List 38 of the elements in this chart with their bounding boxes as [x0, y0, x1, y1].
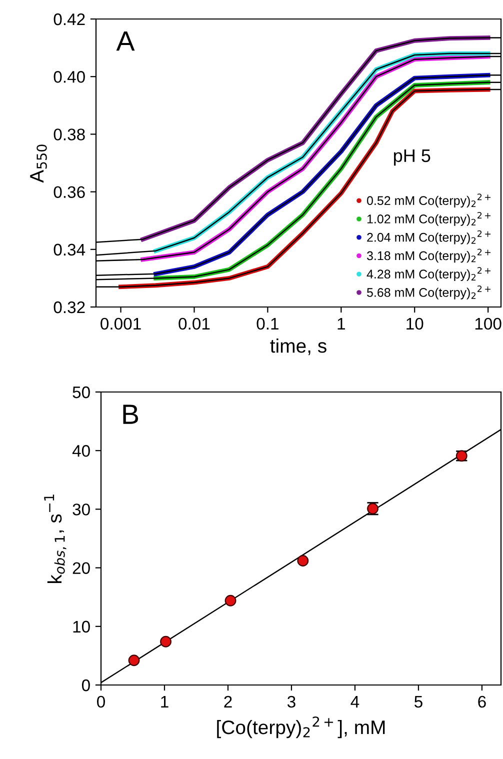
y-tick-label: 0.32	[54, 301, 85, 314]
x-tick-label: 5	[414, 696, 422, 708]
y-tick-label: 10	[73, 620, 90, 633]
annotation: B	[123, 404, 138, 424]
y-tick-label: 20	[72, 562, 90, 574]
y-tick-label: 30	[72, 504, 90, 516]
x-tick-label: 3	[287, 696, 296, 708]
x-tick-label: 0.1	[256, 318, 278, 330]
x-axis-title: time, s	[270, 338, 326, 356]
x-tick-label: 100	[475, 318, 502, 330]
x-tick-label: 1	[338, 318, 345, 330]
y-tick-label: 0	[82, 679, 90, 692]
y-tick-label: 0.36	[54, 186, 85, 198]
y-axis-title: A$_{550}$	[30, 144, 47, 183]
x-tick-label: 0.01	[178, 318, 210, 330]
y-tick-label: 40	[72, 445, 90, 457]
x-tick-label: 0.001	[100, 318, 141, 330]
x-tick-label: 4	[350, 696, 360, 708]
x-tick-label: 6	[478, 696, 486, 708]
y-axis-title: k$_{obs,1}$, s$^{−1}$	[44, 494, 66, 583]
x-tick-label: 1	[161, 696, 168, 708]
legend-label: 3.18 mM Co(terpy)$_{2}$$^{2+}$	[366, 248, 491, 263]
legend-label: 4.28 mM Co(terpy)$_{2}$$^{2+}$	[366, 267, 491, 281]
x-axis-title: [Co(terpy)$_{2}$$^{2+}$], mM	[217, 716, 385, 738]
legend-label: 5.68 mM Co(terpy)$_{2}$$^{2+}$	[367, 286, 491, 300]
legend-label: 2.04 mM Co(terpy)$_{2}$$^{2+}$	[367, 230, 491, 244]
legend-label: 0.52 mM Co(terpy)$_{2}$$^{2+}$	[366, 194, 491, 208]
y-tick-label: 0.42	[54, 13, 85, 26]
y-tick-label: 0.34	[54, 244, 86, 256]
y-tick-label: 0.40	[54, 71, 85, 83]
x-tick-label: 0	[97, 696, 105, 708]
legend-label: 1.02 mM Co(terpy)$_{2}$$^{2+}$	[367, 212, 491, 226]
x-tick-label: 2	[224, 696, 232, 708]
y-tick-label: 0.38	[54, 128, 85, 140]
x-tick-label: 10	[406, 318, 424, 330]
annotation: A	[116, 32, 135, 51]
annotation: pH 5	[394, 149, 430, 166]
y-tick-label: 50	[72, 386, 90, 398]
